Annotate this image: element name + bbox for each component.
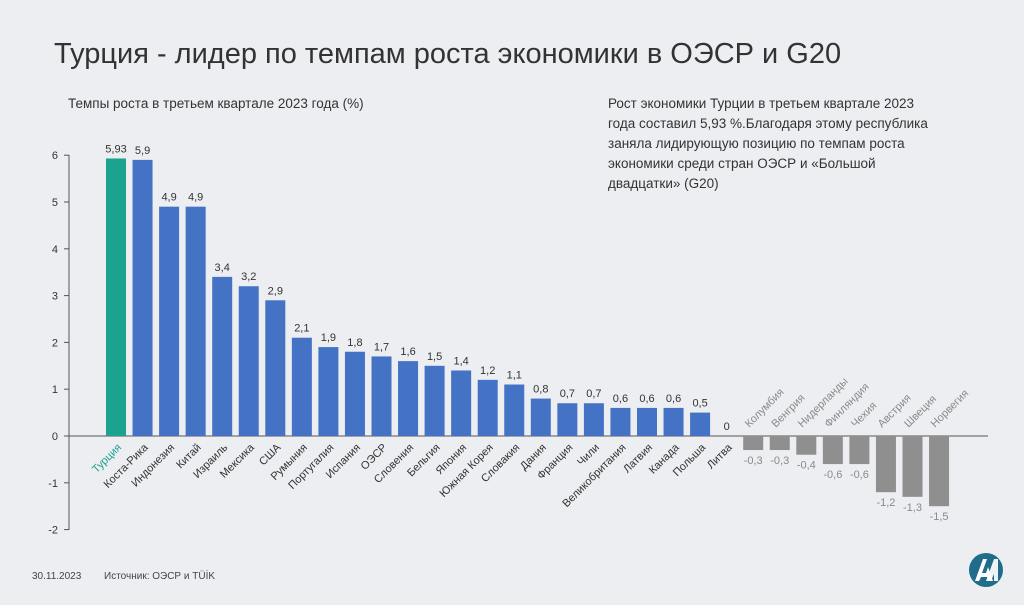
bar [159,206,180,436]
bar [451,370,472,436]
bar-value-label: 3,4 [215,262,230,274]
y-axis-ticks: 6 5 4 3 2 1 0 -1 -2 [48,150,69,537]
bar-value-label: 5,9 [135,145,150,157]
bar-value-label: -1,3 [903,502,922,514]
bar-value-label: 1,1 [507,370,522,382]
page-title: Турция - лидер по темпам роста экономики… [54,38,842,70]
bar-value-label: 1,9 [321,332,336,344]
bar [344,351,365,436]
bar [371,356,392,436]
bar-value-label: 3,2 [241,271,256,283]
y-tick-label: 4 [52,244,58,256]
bar-value-label: 0,7 [586,388,601,400]
bar-value-label: 1,4 [454,355,469,367]
chart-subtitle: Темпы роста в третьем квартале 2023 года… [68,96,364,111]
y-tick-label: 0 [52,431,58,443]
y-tick-label: 1 [52,384,58,396]
bar-value-label: -1,2 [876,497,895,509]
bar [530,398,551,436]
bar [212,276,233,436]
bar-value-label: -0,6 [850,469,869,481]
bar [265,300,286,436]
bar-value-label: -0,4 [797,460,816,472]
bar [743,436,764,451]
bar [557,403,578,436]
bar-value-label: 4,9 [188,192,203,204]
bar-value-label: -0,6 [823,469,842,481]
bar [132,159,153,436]
bar [929,436,950,507]
bar-value-label: -0,3 [770,455,789,467]
bar-value-label: -1,5 [930,511,949,523]
aa-agency-logo-icon [969,553,1003,587]
bar [424,365,445,436]
bar [663,407,684,436]
bar [291,337,312,436]
y-tick-label: 2 [52,337,58,349]
bar-value-label: 2,9 [268,285,283,297]
bar-value-label: 1,2 [480,365,495,377]
bar [106,158,126,436]
bar-value-label: 1,8 [347,337,362,349]
y-tick-label: 6 [52,150,58,162]
bar [398,361,419,436]
bar-value-label: 5,93 [105,143,126,155]
bar-value-label: 0,7 [560,388,575,400]
bar [610,407,631,436]
bar [318,347,339,436]
bars-group [106,158,950,507]
y-tick-label: -2 [48,525,58,537]
footer-source: Источник: ОЭСР и TÜİK [104,571,216,582]
bar-value-label: 1,6 [400,346,415,358]
category-label: Литва [705,441,735,471]
value-labels-group: 5,93 5,9 4,9 4,9 3,4 3,2 2,9 2,1 1,9 1,8 1,7 1,6 1,5… [105,143,948,523]
bar-value-label: 1,5 [427,351,442,363]
bar-value-label: -0,3 [744,455,763,467]
bar-value-label: 0,6 [613,393,628,405]
bar-value-label: 2,1 [294,323,309,335]
y-tick-label: -1 [48,478,58,490]
bar [238,286,259,436]
bar-value-label: 0,8 [533,384,548,396]
bar [690,412,711,436]
footer-date: 30.11.2023 [32,571,82,582]
bar [185,206,206,436]
bar [796,436,817,455]
bar [849,436,870,465]
category-label: Норвегия [929,388,972,431]
bar [822,436,843,465]
bar [504,384,525,436]
bar [583,403,604,436]
bar-value-label: 0 [724,421,730,433]
bar-value-label: 4,9 [161,192,176,204]
bar-value-label: 0,6 [666,393,681,405]
bar [637,407,657,436]
bar [875,436,896,493]
bar [902,436,923,497]
y-tick-label: 3 [52,291,58,303]
bar-value-label: 0,6 [639,393,654,405]
bar [769,436,790,451]
y-tick-label: 5 [52,197,58,209]
bar [477,379,498,436]
bar-value-label: 0,5 [692,398,707,410]
chart-note: Рост экономики Турции в третьем квартале… [608,96,928,191]
bar-value-label: 1,7 [374,341,389,353]
